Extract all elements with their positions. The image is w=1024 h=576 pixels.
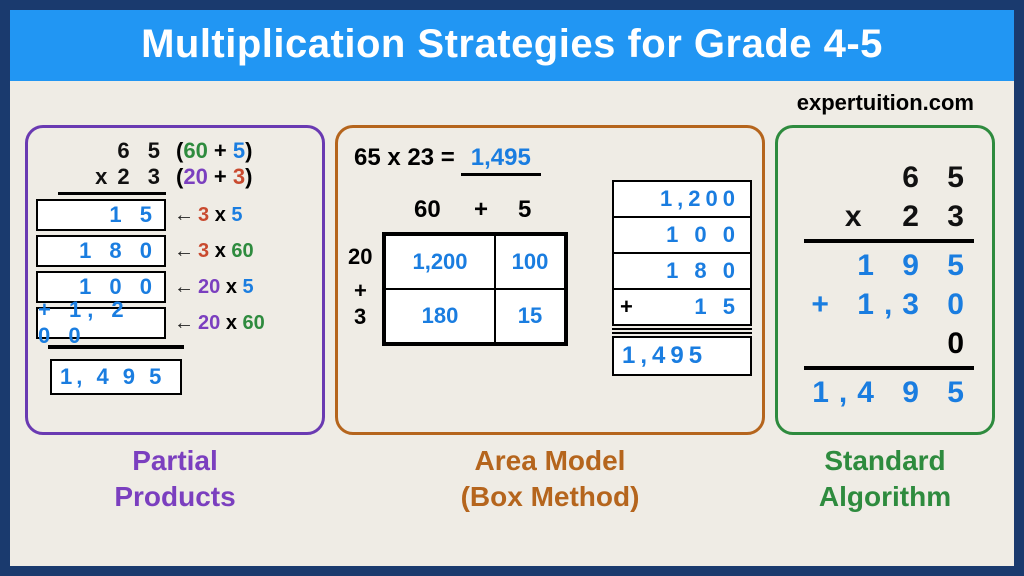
am-grid-wrap: 60 + 5 20 + 3 1,200 100 180 15 (346, 178, 606, 376)
am-grid: 1,200 100 180 15 (382, 232, 568, 346)
pp-total: 1, 4 9 5 (50, 359, 182, 395)
sa-r2: x 2 3 (804, 197, 974, 236)
am-col-60: 60 (414, 196, 441, 224)
partial-products-panel: 6 5 (60 + 5) x2 3 (20 + 3) 1 5←3 x 51 8 … (25, 125, 325, 435)
am-row-20: 20 (348, 244, 372, 270)
am-sum-2: 1 0 0 (612, 216, 752, 254)
panels-row: 6 5 (60 + 5) x2 3 (20 + 3) 1 5←3 x 51 8 … (25, 125, 999, 551)
pp-cell: 1 8 0 (36, 235, 166, 267)
am-col-5: 5 (518, 196, 531, 224)
am-sum-column: 1,200 1 0 0 1 8 0 +1 5 1,495 (612, 180, 752, 376)
sa-r5: 1,4 9 5 (804, 373, 974, 412)
am-plus-row: + (354, 278, 367, 304)
am-double-rule (612, 328, 752, 334)
pp-expand-1: (60 + 5) (176, 138, 252, 164)
sa-rule-2 (804, 366, 974, 370)
arrow-left-icon: ← (174, 312, 194, 335)
page-title: Multiplication Strategies for Grade 4-5 (10, 10, 1014, 81)
am-sum-3: 1 8 0 (612, 252, 752, 290)
sa-caption: StandardAlgorithm (778, 443, 992, 516)
pp-explain: 20 x 60 (198, 312, 265, 335)
pp-multiplicand: 6 5 (36, 138, 166, 164)
arrow-left-icon: ← (174, 204, 194, 227)
am-row-3: 3 (354, 304, 366, 330)
area-model-panel: 65 x 23 =1,495 60 + 5 20 + 3 1,200 100 1… (335, 125, 765, 435)
pp-cell: 1 5 (36, 199, 166, 231)
watermark-text: expertuition.com (797, 90, 974, 116)
pp-row: 1 5 ←3 x 5 (36, 197, 314, 233)
pp-row: 1 8 0 ←3 x 60 (36, 233, 314, 269)
sa-rule-1 (804, 239, 974, 243)
sa-r1: 6 5 (804, 158, 974, 197)
arrow-left-icon: ← (174, 276, 194, 299)
sa-r3: 1 9 5 (804, 246, 974, 285)
am-plus-col: + (474, 196, 488, 224)
am-sum-4: +1 5 (612, 288, 752, 326)
am-caption: Area Model(Box Method) (338, 443, 762, 516)
pp-multiplier: x2 3 (36, 164, 166, 190)
pp-expand-2: (20 + 3) (176, 164, 252, 190)
pp-rows: 1 5←3 x 51 8 0←3 x 601 0 0←20 x 5+ 1, 2 … (36, 197, 314, 341)
arrow-left-icon: ← (174, 240, 194, 263)
standard-algorithm-panel: 6 5 x 2 3 1 9 5 + 1,3 0 0 1,4 9 5 Standa… (775, 125, 995, 435)
pp-explain: 3 x 5 (198, 204, 243, 227)
pp-rule (58, 192, 166, 195)
pp-row: + 1, 2 0 0 ←20 x 60 (36, 305, 314, 341)
am-equation: 65 x 23 =1,495 (354, 144, 754, 172)
pp-explain: 20 x 5 (198, 276, 254, 299)
am-cell-21: 180 (385, 289, 495, 343)
am-sum-1: 1,200 (612, 180, 752, 218)
am-cell-12: 100 (495, 235, 565, 289)
pp-caption: PartialProducts (28, 443, 322, 516)
am-cell-22: 15 (495, 289, 565, 343)
am-cell-11: 1,200 (385, 235, 495, 289)
am-total: 1,495 (612, 336, 752, 376)
sa-r4: + 1,3 0 0 (804, 285, 974, 363)
pp-cell: + 1, 2 0 0 (36, 307, 166, 339)
pp-explain: 3 x 60 (198, 240, 254, 263)
